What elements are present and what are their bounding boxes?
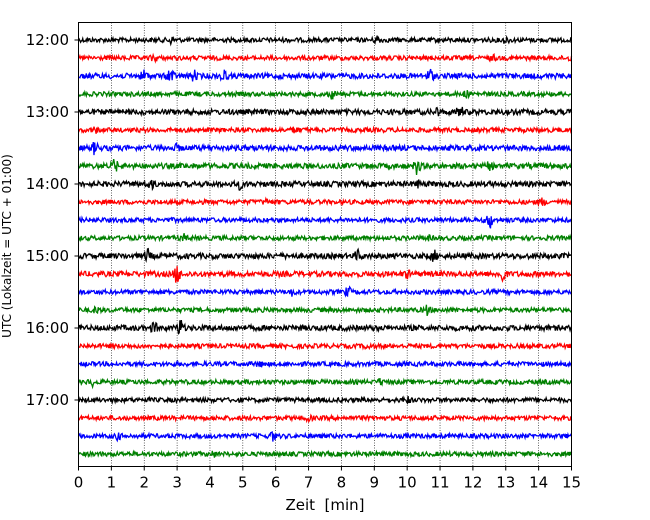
trace-1715: [78, 413, 573, 424]
x-tick-label: 9: [370, 474, 380, 492]
x-tick-label: 7: [304, 474, 314, 492]
y-tick-label: 17:00: [26, 391, 69, 409]
trace-series-group: [77, 35, 573, 459]
trace-1445: [77, 233, 573, 243]
trace-1700: [78, 395, 573, 405]
trace-1330: [77, 141, 573, 156]
x-grid-lines: [111, 22, 539, 467]
x-tick-label: 6: [271, 474, 281, 492]
trace-1245: [77, 89, 572, 100]
trace-1400: [77, 178, 572, 192]
trace-1430: [78, 215, 573, 229]
trace-1545: [78, 304, 572, 317]
y-tick-label: 12:00: [26, 31, 69, 49]
y-tick-label: 16:00: [26, 319, 69, 337]
x-tick-label: 1: [107, 474, 117, 492]
y-axis-label: UTC (Lokalzeit = UTC + 01:00): [0, 154, 14, 338]
x-axis-label: Zeit [min]: [285, 496, 364, 514]
trace-1315: [77, 125, 573, 135]
trace-1200: [77, 35, 572, 47]
trace-1615: [78, 341, 572, 351]
x-tick-label: 8: [337, 474, 347, 492]
trace-1345: [77, 158, 572, 175]
trace-1300: [77, 106, 573, 118]
y-tick-label: 15:00: [26, 247, 69, 265]
trace-1630: [78, 359, 573, 369]
trace-1215: [78, 52, 573, 64]
x-tick-label: 3: [172, 474, 182, 492]
y-axis-ticks: 12:00 13:00 14:00 15:00 16:00 17:00: [26, 31, 79, 409]
plot-frame: [78, 22, 572, 467]
x-tick-label: 0: [74, 474, 84, 492]
x-tick-label: 5: [238, 474, 248, 492]
x-tick-label: 11: [430, 474, 449, 492]
y-tick-label: 14:00: [26, 175, 69, 193]
trace-1230: [78, 68, 573, 82]
x-tick-label: 14: [529, 474, 548, 492]
x-tick-label: 12: [463, 474, 482, 492]
trace-1530: [78, 285, 573, 298]
trace-1415: [77, 196, 573, 208]
trace-1730: [77, 430, 573, 443]
x-axis-ticks: 0 1 2 3 4 5 6 7 8 9 10 11 12 13 14 15: [74, 466, 581, 492]
trace-1645: [78, 377, 572, 390]
trace-1500: [77, 247, 572, 264]
x-tick-label: 4: [205, 474, 215, 492]
x-tick-label: 2: [139, 474, 149, 492]
x-tick-label: 13: [496, 474, 515, 492]
x-tick-label: 10: [398, 474, 417, 492]
trace-1515: [78, 266, 572, 283]
trace-1745: [78, 449, 573, 459]
y-tick-label: 13:00: [26, 103, 69, 121]
x-tick-label: 15: [562, 474, 581, 492]
trace-1600: [77, 319, 573, 335]
